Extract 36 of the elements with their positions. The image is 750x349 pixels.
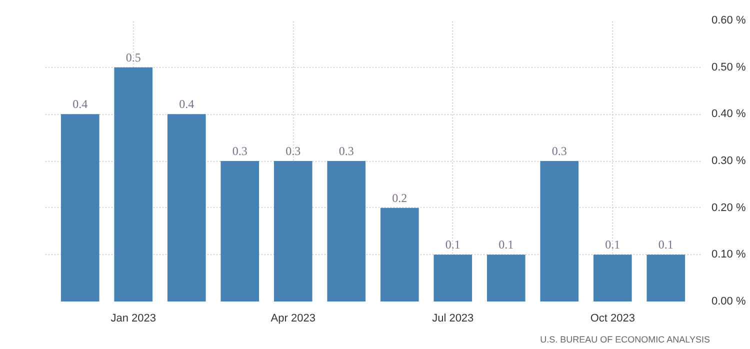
y-tick-label: 0.10 % [712, 248, 746, 261]
data-label: 0.5 [126, 50, 141, 64]
text: U.S. BUREAU OF ECONOMIC ANALYSIS [540, 334, 710, 344]
data-label: 0.3 [338, 144, 354, 158]
bar [380, 208, 419, 302]
bar [646, 254, 686, 302]
data-label: 0.2 [392, 190, 408, 205]
x-tick-label: Jul 2023 [432, 312, 474, 324]
data-label: 0.1 [605, 238, 620, 252]
y-tick-label: 0.50 % [712, 61, 746, 74]
bar [167, 114, 206, 302]
bar [274, 161, 312, 302]
data-label: 0.4 [72, 97, 88, 112]
y-tick-label: 0.00 % [712, 296, 746, 308]
data-label: 0.3 [286, 144, 301, 158]
bar [540, 161, 579, 302]
bar [220, 161, 260, 302]
data-label: 0.3 [232, 144, 248, 158]
y-tick-label: 0.40 % [712, 108, 746, 120]
bar [434, 254, 472, 302]
y-tick-label: 0.30 % [712, 155, 746, 167]
data-label: 0.1 [445, 238, 460, 252]
data-label: 0.3 [552, 144, 567, 158]
bar [593, 254, 632, 302]
x-tick-label: Jan 2023 [110, 312, 156, 324]
bar [60, 114, 100, 302]
data-label: 0.1 [498, 238, 514, 252]
data-label: 0.4 [179, 97, 194, 112]
data-label: 0.1 [658, 238, 674, 252]
x-tick-label: Apr 2023 [270, 312, 316, 324]
bar [486, 254, 526, 302]
y-tick-label: 0.20 % [712, 202, 746, 214]
bar [114, 67, 153, 302]
bar [327, 161, 366, 302]
x-tick-label: Oct 2023 [590, 312, 635, 324]
y-tick-label: 0.60 % [712, 14, 746, 26]
